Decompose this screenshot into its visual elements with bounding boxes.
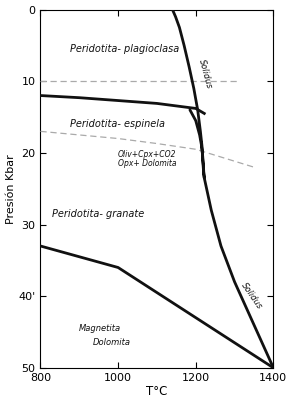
Y-axis label: Presión Kbar: Presión Kbar <box>6 154 16 223</box>
Text: Peridotita- espinela: Peridotita- espinela <box>69 119 165 129</box>
Text: Dolomita: Dolomita <box>93 338 131 347</box>
Text: Solidus: Solidus <box>240 281 264 311</box>
Text: Magnetita: Magnetita <box>79 324 121 333</box>
X-axis label: T°C: T°C <box>146 385 168 398</box>
Text: Opx+ Dolomita: Opx+ Dolomita <box>118 159 177 168</box>
Text: Peridotita- granate: Peridotita- granate <box>52 209 144 219</box>
Text: Peridotita- plagioclasa: Peridotita- plagioclasa <box>69 44 179 54</box>
Text: Solidus: Solidus <box>197 58 213 90</box>
Text: Oliv+Cpx+CO2: Oliv+Cpx+CO2 <box>118 150 177 159</box>
